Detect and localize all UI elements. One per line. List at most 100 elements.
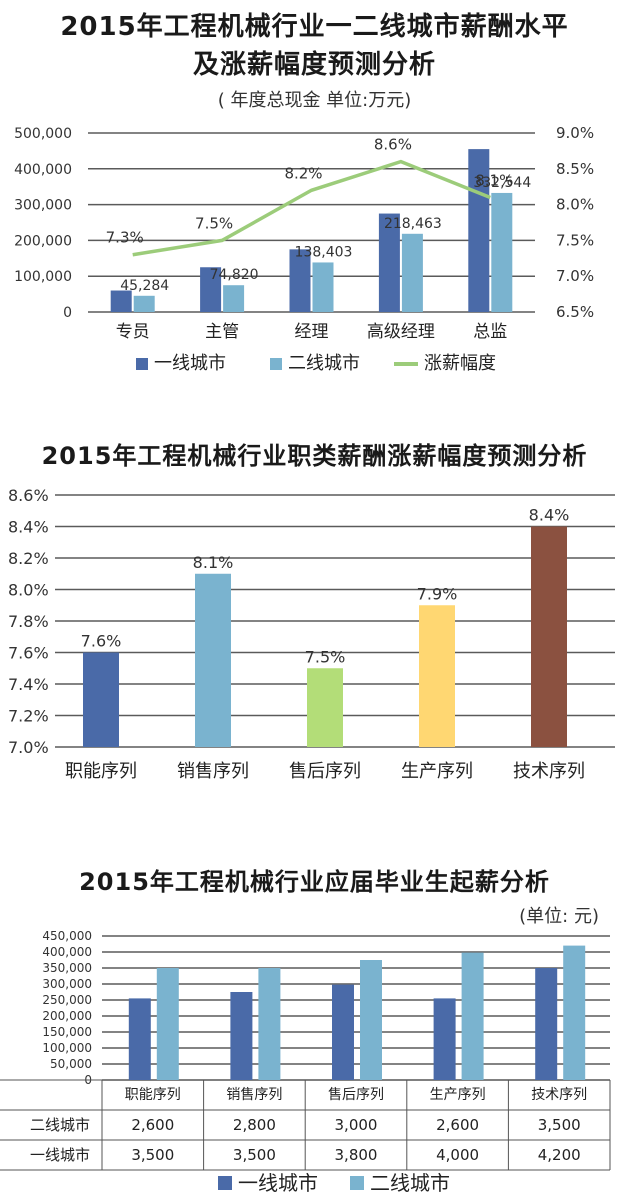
- y-tick-label: 450,000: [42, 929, 92, 943]
- bar-data-label: 332,544: [473, 175, 531, 191]
- raise-data-label: 7.5%: [195, 214, 233, 232]
- bar-tier2: [156, 968, 179, 1080]
- x-tick-label: 售后序列: [289, 761, 361, 782]
- bar-tier2: [223, 285, 245, 312]
- bar-data-label: 7.5%: [305, 647, 346, 666]
- raise-data-label: 8.1%: [475, 171, 513, 189]
- table-cell-tier2: 3,000: [335, 1116, 378, 1134]
- table-cell-tier1: 3,800: [335, 1146, 378, 1164]
- y-tick-label: 250,000: [42, 993, 92, 1007]
- y-tick-label: 7.8%: [8, 612, 49, 631]
- bar-data-label: 138,403: [295, 244, 353, 260]
- y-tick-label: 350,000: [42, 961, 92, 975]
- bar: [419, 605, 455, 747]
- bar-tier2: [461, 952, 484, 1080]
- bar-tier1: [230, 992, 253, 1080]
- legend-swatch-tier1: [218, 1176, 232, 1190]
- x-tick-label: 专员: [116, 322, 150, 342]
- table-cell-tier2: 2,600: [131, 1116, 174, 1134]
- y-tick-label: 200,000: [42, 1009, 92, 1023]
- bar-tier1: [128, 998, 151, 1080]
- chart2-title: 2015年工程机械行业职类薪酬涨薪幅度预测分析: [41, 442, 588, 470]
- bar-data-label: 218,463: [384, 216, 442, 232]
- x-tick-label: 高级经理: [367, 322, 435, 342]
- bar-data-label: 45,284: [120, 278, 169, 294]
- x-tick-label: 技术序列: [531, 1087, 587, 1103]
- legend-swatch-tier2: [270, 358, 282, 370]
- y2-tick-label: 9.0%: [556, 124, 594, 142]
- x-tick-label: 总监: [473, 322, 507, 342]
- x-tick-label: 主管: [205, 322, 239, 342]
- bar-tier2: [360, 960, 382, 1080]
- y-tick-label: 400,000: [42, 945, 92, 959]
- raise-line: [132, 159, 491, 257]
- y-tick-label: 0: [63, 305, 72, 321]
- chart2-plot: 8.6% 8.4% 8.2% 8.0% 7.8% 7.6% 7.4% 7.2% 7.0% 7.6%…: [8, 486, 615, 782]
- bar-tier2: [563, 945, 586, 1080]
- bar-data-label: 74,820: [210, 267, 259, 283]
- y2-tick-label: 8.5%: [556, 160, 594, 178]
- bar-data-label: 8.1%: [193, 553, 234, 572]
- y-tick-label: 300,000: [42, 977, 92, 991]
- y-tick-label: 8.0%: [8, 581, 49, 600]
- bar-data-label: 7.6%: [81, 632, 122, 651]
- bar-tier1: [535, 968, 558, 1080]
- x-tick-label: 生产序列: [401, 761, 473, 782]
- table-cell-tier2: 3,500: [538, 1116, 581, 1134]
- chart3-plot: 450,000 400,000 350,000 300,000 250,000 200,0…: [0, 929, 611, 1195]
- y-tick-label: 8.6%: [8, 486, 49, 505]
- table-cell-tier2: 2,800: [233, 1116, 276, 1134]
- y-tick-label: 7.0%: [8, 738, 49, 757]
- x-tick-label: 职能序列: [65, 761, 137, 782]
- y-tick-label: 300,000: [14, 198, 72, 214]
- table-cell-tier2: 2,600: [436, 1116, 479, 1134]
- legend-label-tier1: 一线城市: [154, 353, 226, 374]
- x-tick-label: 销售序列: [226, 1087, 282, 1103]
- bar-tier1: [433, 998, 456, 1080]
- y-tick-label: 400,000: [14, 162, 72, 178]
- legend-swatch-tier1: [136, 358, 148, 370]
- bar-tier2: [133, 295, 155, 312]
- legend-label-tier1: 一线城市: [238, 1171, 318, 1195]
- legend-swatch-tier2: [350, 1176, 364, 1190]
- table-row-label-tier1: 一线城市: [30, 1146, 90, 1164]
- bar: [83, 652, 119, 747]
- y-tick-label: 7.6%: [8, 644, 49, 663]
- y-tick-label: 500,000: [14, 126, 72, 142]
- legend-label-tier2: 二线城市: [288, 353, 360, 374]
- y-tick-label: 200,000: [14, 233, 72, 249]
- x-tick-label: 经理: [295, 322, 329, 342]
- bar-tier2: [258, 968, 281, 1080]
- y-tick-label: 8.2%: [8, 549, 49, 568]
- raise-data-label: 8.2%: [284, 164, 322, 182]
- table-cell-tier1: 3,500: [233, 1146, 276, 1164]
- x-tick-label: 生产序列: [430, 1087, 486, 1103]
- y-tick-label: 150,000: [42, 1025, 92, 1039]
- legend-label-tier2: 二线城市: [370, 1171, 450, 1195]
- bar-tier1: [378, 213, 400, 312]
- x-tick-label: 技术序列: [513, 761, 585, 782]
- bar: [307, 668, 343, 747]
- y-tick-label: 7.2%: [8, 707, 49, 726]
- bar-data-label: 7.9%: [417, 584, 458, 603]
- chart1-title-line2: 及涨薪幅度预测分析: [192, 50, 436, 80]
- raise-data-label: 7.3%: [106, 229, 144, 247]
- chart1-subtitle: ( 年度总现金 单位:万元): [217, 90, 412, 111]
- chart1-title-line1: 2015年工程机械行业一二线城市薪酬水平: [60, 12, 569, 42]
- chart3-unit: (单位: 元): [519, 906, 599, 927]
- bar: [531, 526, 567, 747]
- bar-tier1: [332, 984, 354, 1080]
- y2-tick-label: 8.0%: [556, 196, 594, 214]
- y-tick-label: 8.4%: [8, 518, 49, 537]
- bar-tier2: [401, 233, 423, 312]
- bar-tier2: [491, 192, 513, 312]
- x-tick-label: 售后序列: [328, 1087, 384, 1103]
- y2-tick-label: 7.5%: [556, 231, 594, 249]
- bar-tier1: [200, 267, 222, 312]
- y-tick-label: 50,000: [50, 1057, 92, 1071]
- y-tick-label: 100,000: [14, 269, 72, 285]
- bar: [195, 573, 231, 747]
- bar-tier1: [289, 249, 311, 312]
- raise-data-label: 8.6%: [374, 136, 412, 154]
- x-tick-label: 职能序列: [125, 1087, 181, 1103]
